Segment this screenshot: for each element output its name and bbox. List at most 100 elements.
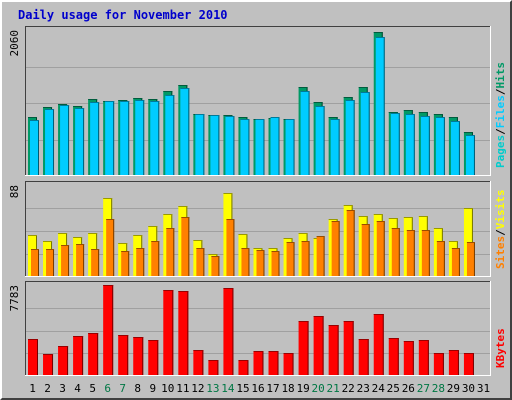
- x-tick-label-day-12: 12: [191, 382, 204, 395]
- x-tick-label-day-6: 6: [104, 382, 111, 395]
- files-bar-day-14: [225, 116, 235, 175]
- x-tick-label-day-10: 10: [161, 382, 174, 395]
- sites-bar-day-6: [106, 219, 115, 276]
- kbytes-bar-day-17: [268, 351, 279, 375]
- legend-entry-files: Files: [494, 95, 507, 128]
- kbytes-bar-day-3: [58, 346, 69, 375]
- files-bar-day-15: [240, 119, 250, 175]
- kbytes-bar-day-21: [328, 325, 339, 375]
- legend-panel-1: Pages/Files/Hits: [494, 62, 507, 168]
- files-bar-day-28: [435, 117, 445, 175]
- x-tick-label-day-4: 4: [74, 382, 81, 395]
- x-tick-label-day-14: 14: [221, 382, 235, 395]
- sites-bar-day-15: [241, 248, 250, 276]
- files-bar-day-25: [390, 113, 400, 175]
- kbytes-bar-day-10: [163, 290, 174, 375]
- files-bar-day-11: [180, 88, 190, 175]
- legend-separator: /: [494, 229, 507, 236]
- kbytes-bar-day-20: [313, 316, 324, 375]
- kbytes-bar-day-25: [388, 338, 399, 375]
- kbytes-bar-day-26: [403, 341, 414, 375]
- kbytes-bar-day-27: [418, 340, 429, 375]
- x-tick-label-day-22: 22: [342, 382, 355, 395]
- sites-bar-day-10: [166, 228, 175, 276]
- files-bar-day-19: [300, 91, 310, 175]
- files-bar-day-16: [255, 119, 265, 175]
- files-bar-day-9: [150, 101, 160, 175]
- sites-bar-day-18: [286, 242, 295, 276]
- files-bar-day-18: [285, 119, 295, 175]
- kbytes-bar-day-2: [43, 354, 54, 375]
- kbytes-bar-day-12: [193, 350, 204, 375]
- x-tick-label-day-1: 1: [29, 382, 36, 395]
- x-tick-label-day-30: 30: [462, 382, 475, 395]
- files-bar-day-27: [420, 116, 430, 175]
- x-tick-label-day-11: 11: [176, 382, 189, 395]
- files-bar-day-4: [75, 108, 85, 175]
- kbytes-bar-day-1: [28, 339, 38, 375]
- legend-panel-3: KBytes: [494, 328, 507, 368]
- sites-bar-day-9: [151, 241, 160, 276]
- files-bar-day-8: [135, 100, 145, 175]
- x-tick-label-day-19: 19: [296, 382, 309, 395]
- kbytes-bar-day-23: [358, 339, 369, 375]
- sites-bar-day-4: [76, 244, 85, 276]
- files-bar-day-1: [30, 120, 39, 175]
- sites-bar-day-3: [61, 245, 70, 276]
- kbytes-bar-day-7: [118, 335, 129, 375]
- sites-bar-day-19: [301, 241, 310, 276]
- files-bar-day-6: [105, 101, 115, 175]
- kbytes-bar-day-19: [298, 321, 309, 375]
- files-bar-day-24: [375, 37, 385, 175]
- kbytes-bar-day-8: [133, 337, 144, 375]
- x-tick-label-day-5: 5: [89, 382, 96, 395]
- x-tick-label-day-28: 28: [432, 382, 445, 395]
- sites-bar-day-17: [271, 251, 280, 276]
- legend-entry-pages: Pages: [494, 135, 507, 168]
- panel-3-ymax-label: 7783: [8, 285, 21, 312]
- sites-bar-day-16: [256, 250, 265, 276]
- files-bar-day-13: [210, 115, 220, 175]
- sites-bar-day-2: [46, 249, 55, 276]
- sites-bar-day-14: [226, 219, 235, 276]
- x-tick-label-day-8: 8: [134, 382, 141, 395]
- legend-entry-kbytes: KBytes: [494, 328, 507, 368]
- files-bar-day-3: [60, 105, 70, 175]
- sites-bar-day-11: [181, 217, 190, 276]
- x-tick-label-day-15: 15: [236, 382, 249, 395]
- sites-bar-day-25: [391, 228, 400, 276]
- files-bar-day-5: [90, 102, 100, 175]
- sites-bar-day-27: [421, 230, 430, 276]
- files-bar-day-7: [120, 101, 130, 175]
- panel-1-ymax-label: 2060: [8, 30, 21, 57]
- kbytes-bar-day-6: [103, 285, 114, 375]
- legend-entry-visits: Visits: [494, 190, 507, 230]
- kbytes-bar-day-11: [178, 291, 189, 375]
- files-bar-day-23: [360, 92, 370, 175]
- files-bar-day-2: [45, 109, 55, 175]
- kbytes-bar-day-5: [88, 333, 99, 375]
- x-tick-label-day-26: 26: [402, 382, 415, 395]
- files-bar-day-29: [450, 121, 460, 175]
- sites-bar-day-23: [361, 224, 370, 276]
- files-bar-day-26: [405, 114, 415, 175]
- x-tick-label-day-16: 16: [251, 382, 264, 395]
- x-tick-label-day-18: 18: [281, 382, 294, 395]
- kbytes-bar-day-18: [283, 353, 294, 375]
- legend-entry-hits: Hits: [494, 62, 507, 89]
- x-tick-label-day-13: 13: [206, 382, 219, 395]
- files-bar-day-30: [465, 135, 475, 175]
- kbytes-bar-day-22: [343, 321, 354, 375]
- x-tick-label-day-21: 21: [327, 382, 340, 395]
- kbytes-bar-day-4: [73, 336, 84, 375]
- sites-bar-day-7: [121, 251, 130, 276]
- kbytes-bar-day-16: [253, 351, 264, 375]
- files-bar-day-21: [330, 119, 340, 175]
- kbytes-bar-day-30: [463, 353, 474, 375]
- files-bar-day-10: [165, 95, 175, 175]
- sites-bar-day-28: [436, 241, 445, 276]
- sites-bar-day-20: [316, 236, 325, 276]
- sites-bar-day-22: [346, 210, 355, 276]
- sites-bar-day-1: [31, 249, 39, 276]
